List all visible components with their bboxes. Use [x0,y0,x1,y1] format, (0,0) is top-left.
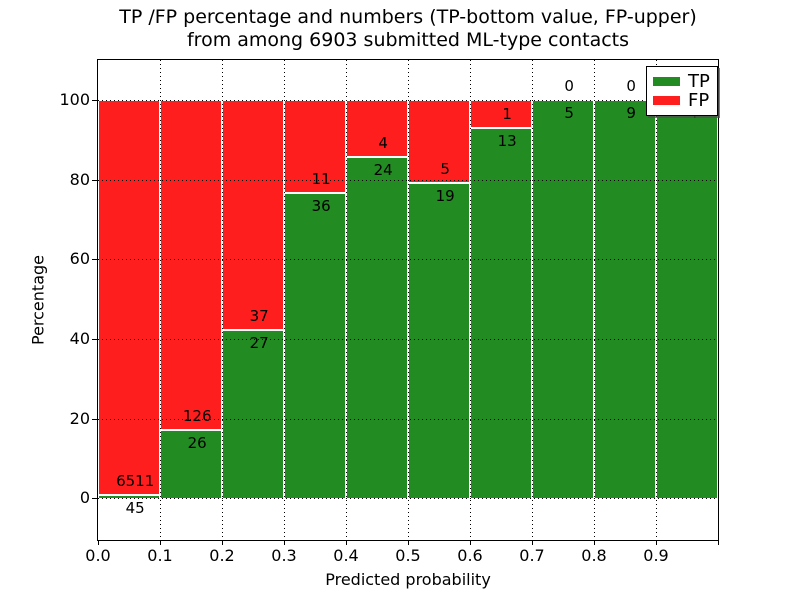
legend-label-fp: FP [688,90,710,111]
fp-count-label: 37 [249,307,269,326]
legend-label-tp: TP [688,71,710,92]
tp-bar-segment [594,99,656,499]
x-tick-label: 0.4 [333,546,359,565]
x-tick-label: 0.1 [147,546,173,565]
tp-bar-segment [656,99,718,499]
y-tick [92,259,97,261]
legend-entry-tp: TP [653,72,711,91]
x-tick-label: 0.5 [395,546,421,565]
v-gridline [284,60,285,540]
fp-count-label: 126 [182,407,212,426]
fp-bar-segment [98,99,160,496]
chart-title-line1: TP /FP percentage and numbers (TP-bottom… [119,6,697,28]
v-gridline [160,60,161,540]
tp-count-label: 26 [187,434,207,453]
tp-count-label: 5 [564,103,574,122]
y-tick-label: 20 [69,408,90,428]
tp-count-label: 36 [311,197,331,216]
v-gridline [408,60,409,540]
fp-bar-segment [222,99,284,331]
x-axis-label: Predicted probability [325,570,491,589]
legend: TP FP [646,66,718,116]
legend-entry-fp: FP [653,91,711,110]
fp-count-label: 6511 [116,472,155,491]
fp-color-swatch [653,96,680,105]
y-tick [92,179,97,181]
tp-bar-segment [470,128,532,499]
tp-count-label: 19 [435,186,455,205]
x-tick-label: 0.6 [457,546,483,565]
tp-color-swatch [653,77,680,86]
tp-bar-segment [222,330,284,499]
y-tick-label: 40 [69,328,90,348]
y-tick [92,418,97,420]
chart-title: TP /FP percentage and numbers (TP-bottom… [98,6,718,52]
tp-bar-segment [98,495,160,499]
x-tick-label: 0.9 [643,546,669,565]
x-tick-label: 0.2 [209,546,235,565]
x-tick [532,541,533,545]
x-tick [656,541,657,545]
tp-count-label: 24 [373,160,393,179]
chart-title-line2: from among 6903 submitted ML-type contac… [186,29,630,51]
fp-count-label: 1 [502,105,512,124]
fp-count-label: 0 [564,76,574,95]
fp-bar-segment [346,99,408,157]
tp-count-label: 45 [125,499,145,518]
x-tick [160,541,161,545]
y-tick-label: 60 [69,249,90,269]
y-tick-label: 0 [79,488,90,508]
x-tick [594,541,595,545]
tp-bar-segment [532,99,594,499]
y-tick-label: 100 [59,89,90,109]
tp-bar-segment [346,156,408,499]
x-tick-label: 0.3 [271,546,297,565]
x-tick-label: 0.7 [519,546,545,565]
x-tick [470,541,471,545]
tp-count-label: 13 [497,132,517,151]
x-tick [98,541,99,545]
v-gridline [222,60,223,540]
tp-bar-segment [284,193,346,499]
y-tick [92,99,97,101]
y-tick [92,338,97,340]
x-tick [284,541,285,545]
tp-count-label: 9 [626,103,636,122]
x-tick [408,541,409,545]
fp-count-label: 11 [311,170,331,189]
fp-bar-segment [470,99,532,129]
x-tick-label: 0.8 [581,546,607,565]
plot-area: 6511451262637271136424519113050904 [97,59,719,541]
x-tick [222,541,223,545]
v-gridline [346,60,347,540]
fp-count-label: 5 [440,159,450,178]
fp-bar-segment [408,99,470,183]
fp-count-label: 4 [378,133,388,152]
x-tick [718,541,719,545]
y-tick-label: 80 [69,169,90,189]
fp-bar-segment [160,99,222,431]
v-gridline [594,60,595,540]
tp-count-label: 27 [249,334,269,353]
x-tick-label: 0.0 [85,546,111,565]
fp-bar-segment [284,99,346,194]
v-gridline [656,60,657,540]
v-gridline [470,60,471,540]
v-gridline [532,60,533,540]
y-tick [92,498,97,500]
tp-bar-segment [408,182,470,499]
x-tick [346,541,347,545]
fp-count-label: 0 [626,76,636,95]
